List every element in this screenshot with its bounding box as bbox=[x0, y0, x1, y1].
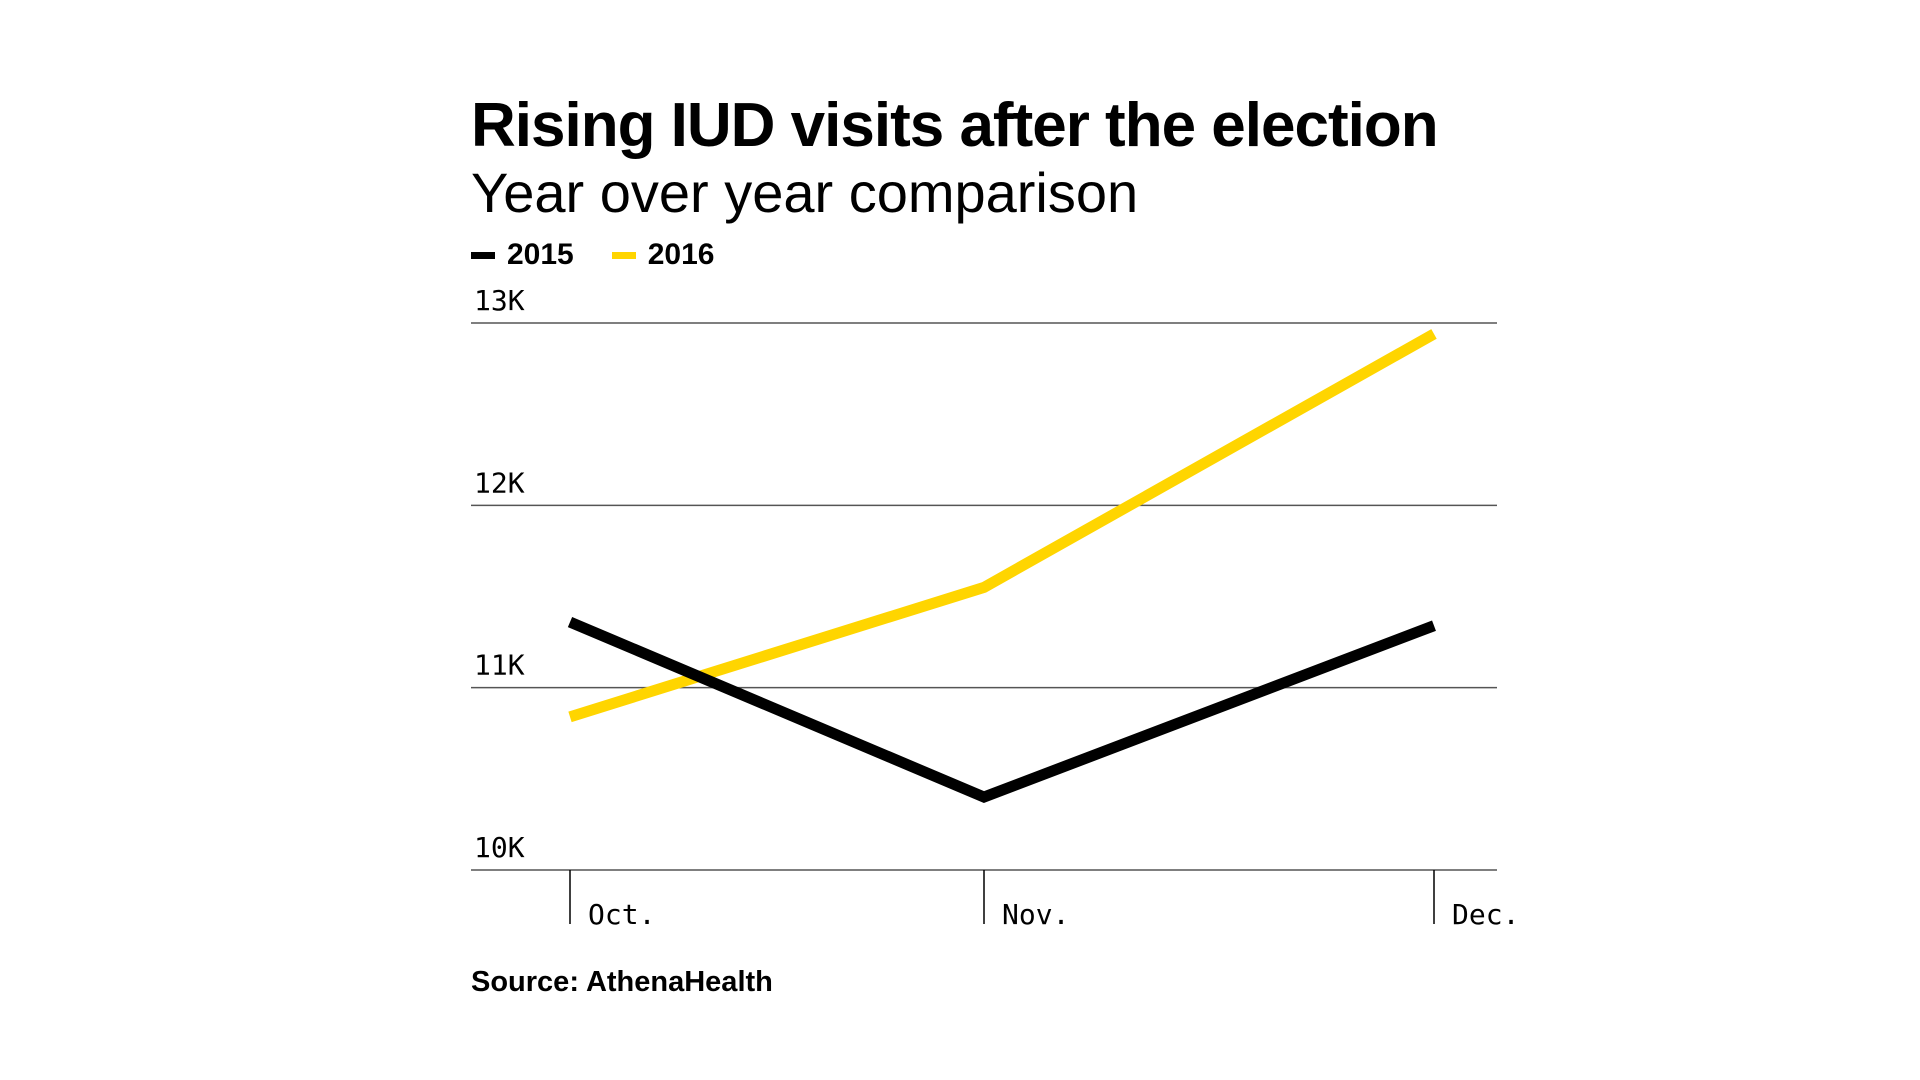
source-note: Source: AthenaHealth bbox=[471, 966, 773, 998]
x-tick-label-2: Nov. bbox=[1002, 898, 1069, 931]
y-tick-label-12K: 12K bbox=[474, 466, 525, 499]
legend-swatch-2016 bbox=[611, 251, 636, 259]
legend-label-2016: 2016 bbox=[647, 238, 715, 271]
chart-title: Rising IUD visits after the election bbox=[471, 91, 1439, 160]
x-tick-label-1: Oct. bbox=[588, 898, 655, 931]
legend-label-2015: 2015 bbox=[507, 238, 574, 271]
y-tick-label-13K: 13K bbox=[474, 284, 525, 317]
chart-subtitle: Year over year comparison bbox=[471, 161, 1139, 224]
legend-item-2015: 2015 bbox=[471, 238, 574, 272]
y-tick-label-11K: 11K bbox=[474, 649, 525, 682]
legend: 2015 2016 bbox=[471, 238, 753, 272]
series-line-2015 bbox=[567, 616, 1436, 803]
legend-swatch-2015 bbox=[471, 251, 495, 259]
x-tick-label-3: Dec. bbox=[1452, 898, 1519, 931]
legend-item-2016: 2016 bbox=[611, 238, 715, 272]
y-tick-label-10K: 10K bbox=[474, 831, 525, 864]
series-line-2016 bbox=[568, 329, 1437, 723]
